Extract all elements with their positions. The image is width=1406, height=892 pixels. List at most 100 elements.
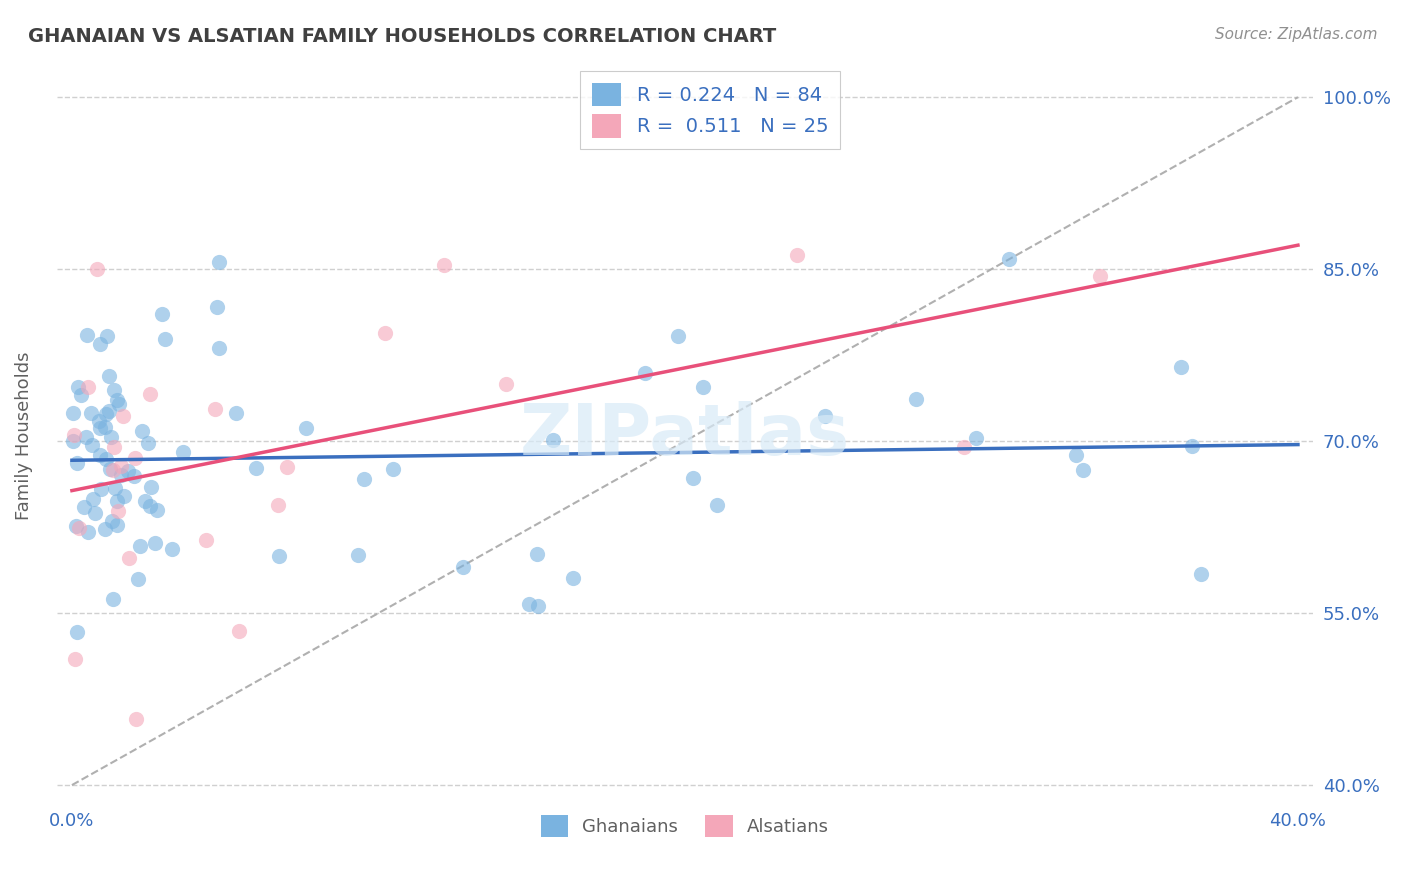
- Point: [131, 425, 153, 439]
- Point: [526, 547, 548, 561]
- Point: [160, 542, 183, 557]
- Point: [124, 451, 146, 466]
- Point: [67, 521, 90, 535]
- Point: [134, 493, 156, 508]
- Point: [146, 503, 169, 517]
- Point: [107, 518, 129, 533]
- Point: [76, 379, 98, 393]
- Text: GHANAIAN VS ALSATIAN FAMILY HOUSEHOLDS CORRELATION CHART: GHANAIAN VS ALSATIAN FAMILY HOUSEHOLDS C…: [28, 27, 776, 45]
- Point: [228, 624, 250, 638]
- Point: [904, 392, 927, 406]
- Point: [94, 407, 117, 421]
- Point: [543, 434, 565, 448]
- Point: [62, 434, 84, 448]
- Point: [103, 463, 125, 477]
- Point: [668, 328, 690, 343]
- Point: [90, 482, 112, 496]
- Point: [139, 500, 162, 514]
- Point: [561, 571, 583, 585]
- Point: [267, 498, 290, 512]
- Point: [225, 406, 247, 420]
- Point: [103, 592, 125, 607]
- Text: Source: ZipAtlas.com: Source: ZipAtlas.com: [1215, 27, 1378, 42]
- Point: [89, 336, 111, 351]
- Point: [128, 539, 150, 553]
- Point: [112, 409, 135, 424]
- Point: [1189, 566, 1212, 581]
- Point: [1170, 360, 1192, 375]
- Point: [1071, 463, 1094, 477]
- Point: [105, 493, 128, 508]
- Point: [82, 491, 104, 506]
- Point: [94, 420, 117, 434]
- Point: [295, 421, 318, 435]
- Point: [143, 536, 166, 550]
- Point: [103, 384, 125, 398]
- Point: [526, 599, 548, 614]
- Point: [706, 498, 728, 512]
- Point: [208, 341, 231, 355]
- Point: [89, 448, 111, 462]
- Point: [953, 440, 976, 454]
- Point: [127, 572, 149, 586]
- Point: [97, 369, 120, 384]
- Point: [139, 480, 162, 494]
- Point: [267, 549, 290, 563]
- Point: [118, 550, 141, 565]
- Point: [517, 597, 540, 611]
- Point: [80, 406, 103, 420]
- Point: [495, 376, 517, 391]
- Point: [136, 435, 159, 450]
- Point: [381, 462, 404, 476]
- Legend: Ghanaians, Alsatians: Ghanaians, Alsatians: [534, 808, 837, 845]
- Point: [353, 472, 375, 486]
- Point: [110, 459, 132, 474]
- Point: [100, 430, 122, 444]
- Point: [77, 525, 100, 540]
- Point: [97, 404, 120, 418]
- Point: [1181, 439, 1204, 453]
- Point: [172, 445, 194, 459]
- Point: [125, 712, 148, 726]
- Point: [98, 461, 121, 475]
- Point: [122, 469, 145, 483]
- Point: [65, 624, 87, 639]
- Point: [150, 307, 173, 321]
- Point: [117, 464, 139, 478]
- Point: [153, 332, 176, 346]
- Point: [87, 414, 110, 428]
- Point: [63, 652, 86, 666]
- Point: [89, 421, 111, 435]
- Point: [94, 452, 117, 467]
- Point: [195, 533, 218, 547]
- Point: [451, 560, 474, 574]
- Point: [692, 380, 714, 394]
- Point: [998, 252, 1021, 266]
- Point: [105, 393, 128, 408]
- Point: [69, 388, 91, 402]
- Point: [62, 428, 84, 442]
- Point: [66, 379, 89, 393]
- Point: [682, 471, 704, 485]
- Point: [139, 387, 162, 401]
- Point: [103, 481, 125, 495]
- Point: [66, 456, 89, 470]
- Point: [374, 326, 396, 340]
- Point: [276, 459, 298, 474]
- Point: [84, 506, 107, 520]
- Point: [100, 515, 122, 529]
- Point: [208, 254, 231, 268]
- Point: [112, 489, 135, 503]
- Point: [634, 366, 657, 380]
- Point: [86, 261, 108, 276]
- Point: [1066, 448, 1088, 462]
- Point: [73, 500, 96, 515]
- Y-axis label: Family Households: Family Households: [15, 351, 32, 520]
- Point: [1090, 268, 1112, 283]
- Point: [103, 440, 125, 454]
- Point: [204, 401, 226, 416]
- Point: [245, 461, 267, 475]
- Point: [346, 548, 368, 562]
- Point: [110, 467, 132, 482]
- Point: [76, 328, 98, 343]
